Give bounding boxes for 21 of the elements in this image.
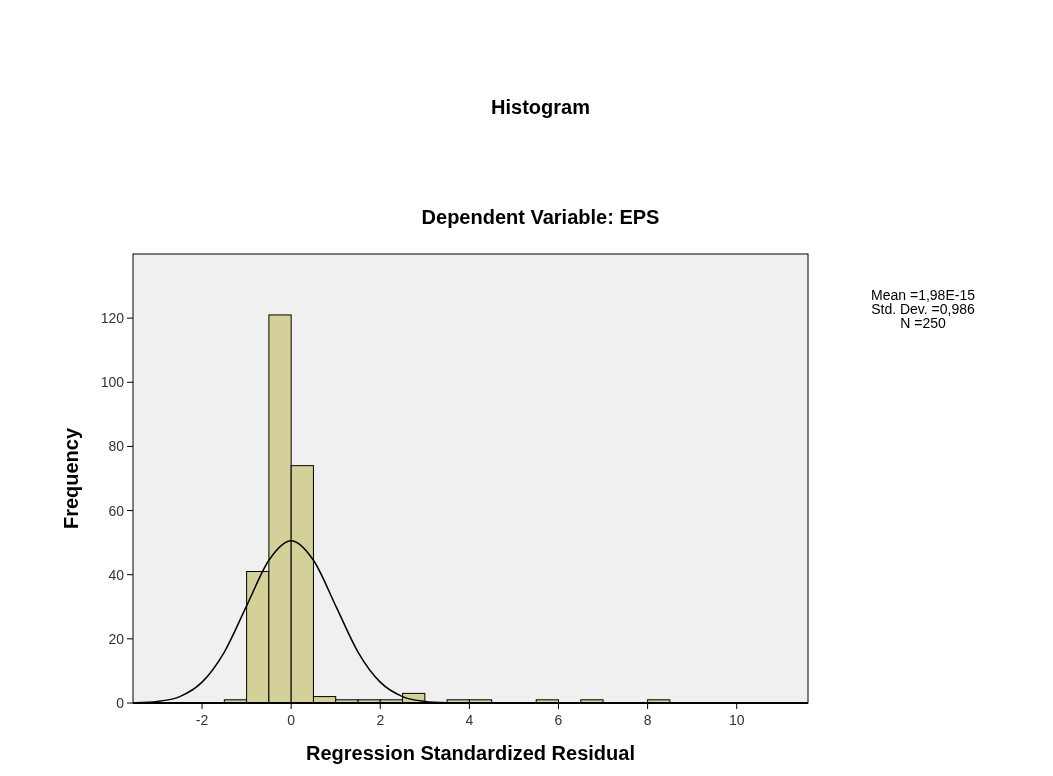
x-tick-label: 6 bbox=[554, 712, 563, 728]
text: Std. Dev. =0,986 bbox=[871, 301, 976, 317]
y-tick-label: 20 bbox=[108, 630, 125, 647]
x-tick-label: 10 bbox=[728, 712, 745, 728]
y-tick-label: 80 bbox=[108, 438, 125, 455]
text: N =250 bbox=[900, 315, 946, 331]
chart-subtitle: Dependent Variable: EPS bbox=[421, 206, 660, 228]
y-tick-label: 40 bbox=[108, 566, 125, 583]
x-tick-label: 8 bbox=[643, 712, 652, 728]
y-tick-label: 120 bbox=[100, 310, 125, 327]
y-tick-label: 0 bbox=[116, 695, 125, 711]
chart-title: Histogram bbox=[491, 96, 590, 118]
x-tick-label: 2 bbox=[376, 712, 385, 728]
x-axis-title: Regression Standardized Residual bbox=[306, 742, 635, 764]
y-tick-label: 60 bbox=[108, 502, 125, 519]
y-axis-title: Frequency bbox=[60, 427, 82, 530]
x-tick-label: 4 bbox=[465, 712, 474, 728]
x-tick-label: -2 bbox=[195, 712, 209, 728]
x-tick-label: 0 bbox=[287, 712, 296, 728]
y-tick-label: 100 bbox=[100, 374, 125, 391]
text: Mean =1,98E-15 bbox=[871, 287, 976, 303]
